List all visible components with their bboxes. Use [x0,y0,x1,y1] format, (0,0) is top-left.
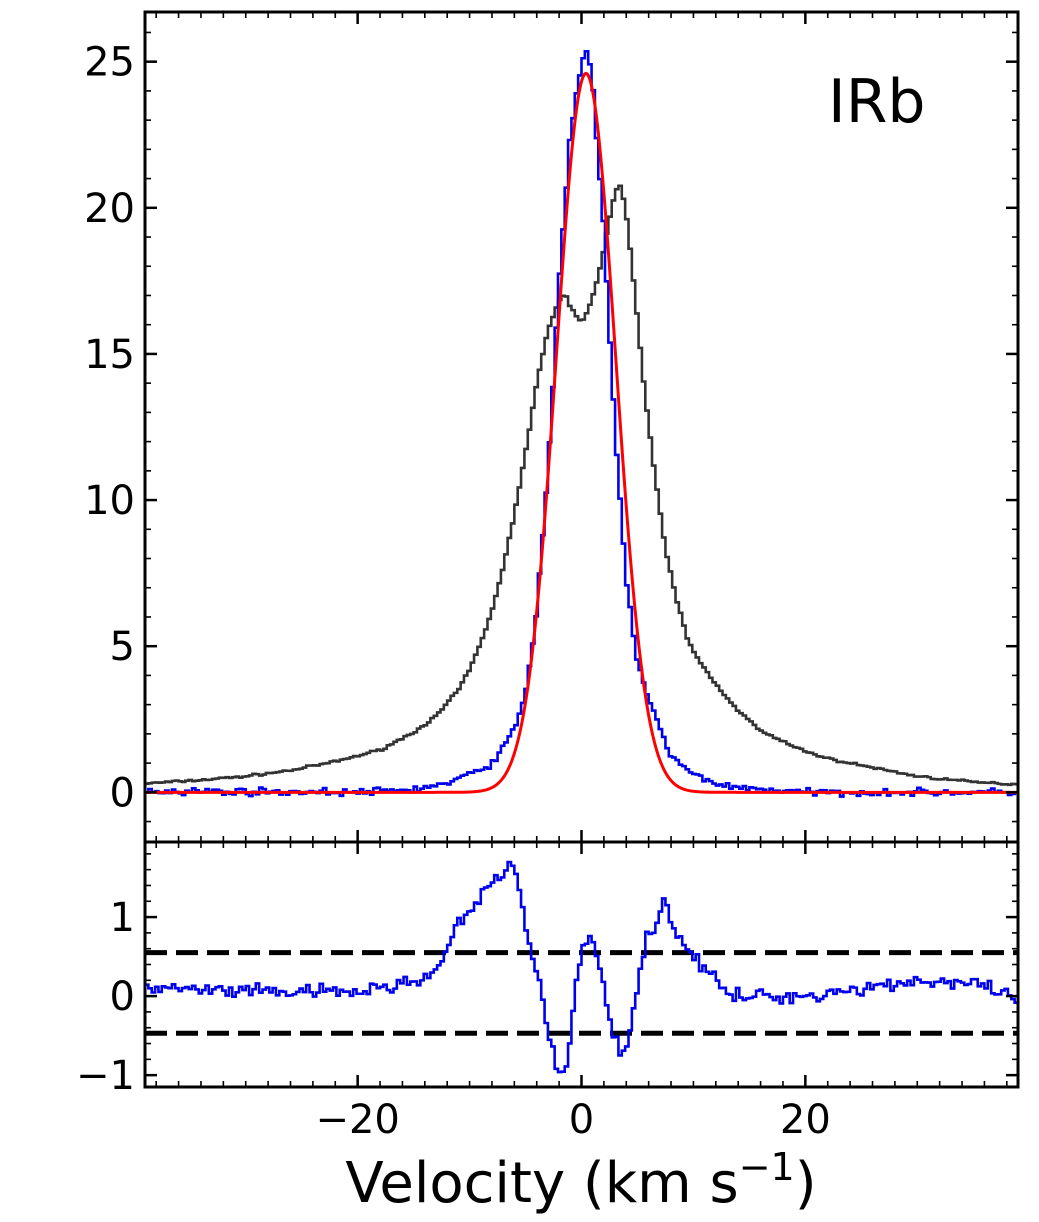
x-axis-title: Velocity (km s−1) [345,1145,816,1216]
x-axis-title-close: ) [795,1151,817,1216]
top-ytick-label: 5 [110,624,135,670]
bottom-ytick-label: 0 [110,974,135,1020]
top-series-2-line [145,71,1018,794]
top-panel: 0 5 10 15 20 25 IRb [84,10,1020,844]
bottom-ytick-label: −1 [76,1053,135,1099]
x-axis-title-sup: −1 [739,1145,795,1189]
panel-annotation: IRb [828,67,925,137]
top-series-group [145,50,1018,798]
bottom-panel-frame [143,840,1020,1089]
xtick-label: −20 [315,1097,399,1143]
bottom-series-group [145,860,1018,1074]
bottom-y-axis: −1 0 1 [76,853,1018,1099]
top-series-0-line [145,184,1018,787]
top-ytick-label: 15 [84,332,135,378]
top-ytick-label: 25 [84,40,135,86]
xtick-label: 0 [569,1097,594,1143]
bottom-x-axis: −20 0 20 [155,842,1008,1143]
xtick-label: 20 [780,1097,831,1143]
top-ytick-label: 0 [110,770,135,816]
bottom-panel: −1 0 1 −20 0 20 [76,840,1020,1143]
top-ytick-label: 10 [84,478,135,524]
top-y-axis: 0 5 10 15 20 25 [84,31,1018,823]
x-axis-title-main: Velocity (km s [345,1151,738,1216]
bottom-ytick-label: 1 [110,895,135,941]
top-ytick-label: 20 [84,186,135,232]
top-series-1-line [145,50,1018,798]
bottom-series-0-line [145,860,1018,1074]
